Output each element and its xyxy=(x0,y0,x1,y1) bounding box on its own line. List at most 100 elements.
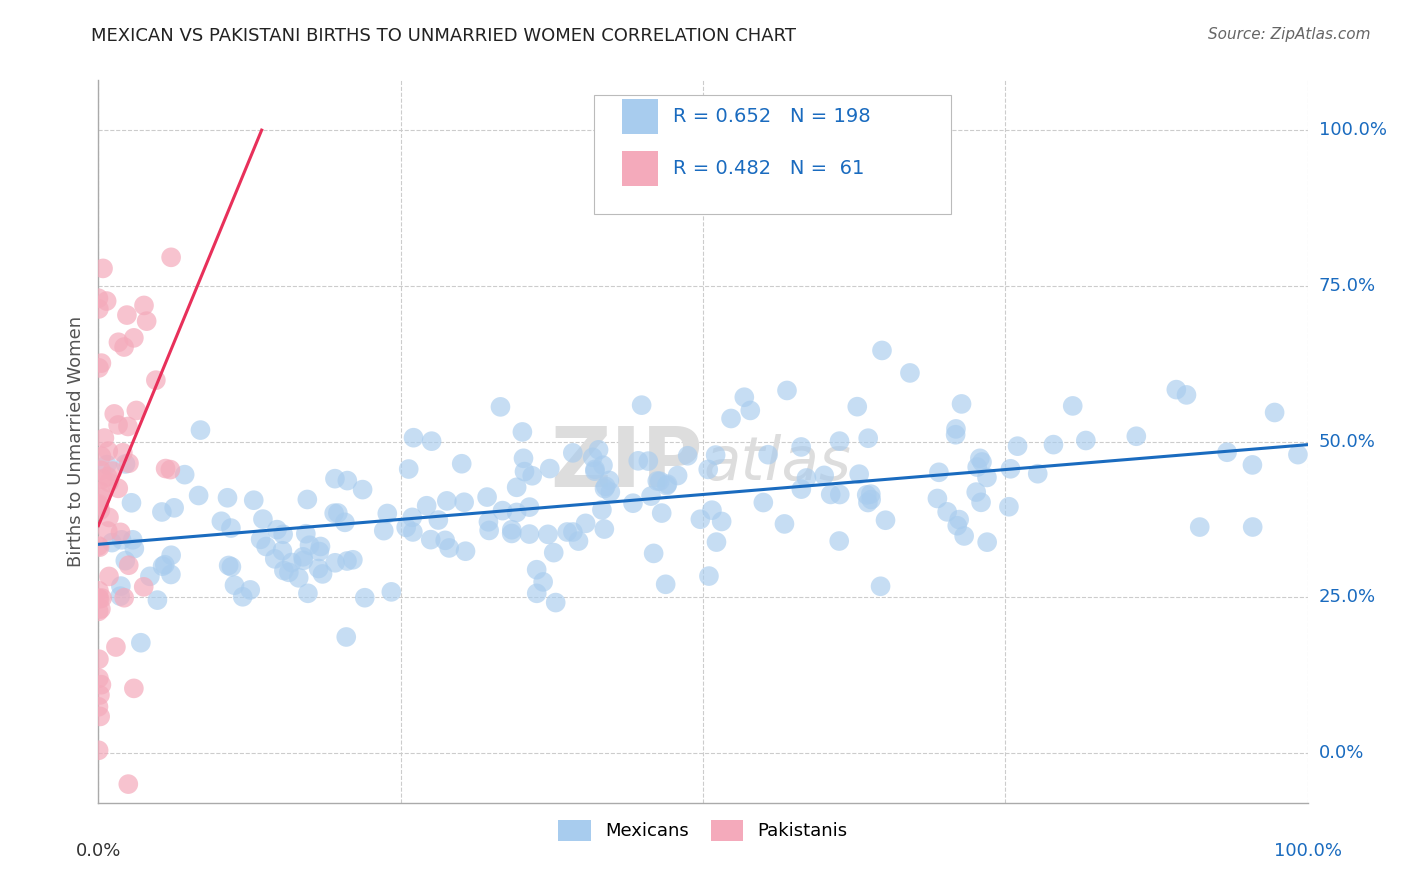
Point xyxy=(950,397,973,411)
Point xyxy=(519,500,541,515)
Point xyxy=(96,293,118,308)
Point xyxy=(828,434,851,449)
Point xyxy=(87,604,110,618)
Point xyxy=(101,464,124,478)
Point xyxy=(870,343,893,358)
Point xyxy=(373,524,395,538)
Point xyxy=(114,554,136,568)
Point xyxy=(219,521,242,535)
Point xyxy=(91,591,114,606)
Point xyxy=(643,546,665,560)
Point xyxy=(110,525,132,540)
Point xyxy=(505,505,527,519)
Point xyxy=(87,301,110,316)
Point xyxy=(87,699,110,714)
Point xyxy=(519,527,541,541)
Point xyxy=(118,456,141,470)
Point xyxy=(160,567,183,582)
Point xyxy=(190,423,212,437)
Point xyxy=(96,458,118,472)
Text: 25.0%: 25.0% xyxy=(1319,588,1376,607)
Point xyxy=(582,450,605,465)
Point xyxy=(526,563,548,577)
Point xyxy=(107,481,129,495)
Point xyxy=(588,442,610,457)
Point xyxy=(740,403,762,417)
Point xyxy=(970,455,993,469)
Point xyxy=(97,470,120,484)
Point xyxy=(125,403,148,417)
Point xyxy=(976,470,998,484)
Point xyxy=(87,291,110,305)
Point xyxy=(160,548,183,562)
Point xyxy=(437,541,460,555)
Text: 0.0%: 0.0% xyxy=(76,842,121,860)
Point xyxy=(336,474,359,488)
Point xyxy=(152,559,174,574)
Point xyxy=(1216,445,1239,459)
Point xyxy=(271,543,294,558)
Point xyxy=(122,681,145,696)
Point xyxy=(965,485,987,500)
Point xyxy=(90,356,112,370)
Point xyxy=(342,553,364,567)
Point xyxy=(543,546,565,560)
Point xyxy=(311,566,333,581)
Point xyxy=(87,652,110,666)
Point xyxy=(945,427,967,442)
Point xyxy=(640,489,662,503)
Point xyxy=(790,440,813,454)
Point xyxy=(427,513,450,527)
Text: atlas: atlas xyxy=(703,434,851,492)
Point xyxy=(139,569,162,583)
Point xyxy=(110,579,132,593)
Point xyxy=(103,407,125,421)
Point xyxy=(91,472,114,486)
Point xyxy=(544,596,567,610)
Point xyxy=(970,495,993,509)
Point xyxy=(309,540,332,554)
Point xyxy=(846,400,869,414)
Point xyxy=(598,474,620,488)
Point xyxy=(335,630,357,644)
Point xyxy=(87,583,110,598)
Point xyxy=(512,451,534,466)
Point xyxy=(756,448,779,462)
Point xyxy=(297,492,319,507)
Point xyxy=(273,564,295,578)
Text: MEXICAN VS PAKISTANI BIRTHS TO UNMARRIED WOMEN CORRELATION CHART: MEXICAN VS PAKISTANI BIRTHS TO UNMARRIED… xyxy=(91,27,796,45)
Point xyxy=(1241,458,1264,472)
Point xyxy=(531,574,554,589)
Point xyxy=(402,431,425,445)
Point xyxy=(187,489,209,503)
Point xyxy=(627,454,650,468)
Point xyxy=(526,586,548,600)
Point xyxy=(654,577,676,591)
Point xyxy=(630,398,652,412)
Point xyxy=(115,308,138,322)
Point xyxy=(1175,388,1198,402)
Point xyxy=(928,465,950,479)
Point xyxy=(1286,448,1309,462)
Point xyxy=(111,446,134,460)
Point xyxy=(869,579,891,593)
Point xyxy=(239,582,262,597)
Point xyxy=(111,533,134,547)
Point xyxy=(395,520,418,534)
Point xyxy=(697,462,720,476)
Point xyxy=(856,495,879,509)
Point xyxy=(104,640,127,654)
Point xyxy=(107,335,129,350)
Point xyxy=(790,482,813,496)
Point xyxy=(89,709,111,723)
Point xyxy=(90,463,112,477)
Point xyxy=(124,541,146,556)
Text: 0.0%: 0.0% xyxy=(1319,744,1364,762)
Point xyxy=(122,331,145,345)
Point xyxy=(648,474,671,488)
Point xyxy=(655,478,678,492)
Point xyxy=(710,515,733,529)
Point xyxy=(927,491,949,506)
Point xyxy=(752,495,775,509)
Point xyxy=(112,591,135,605)
